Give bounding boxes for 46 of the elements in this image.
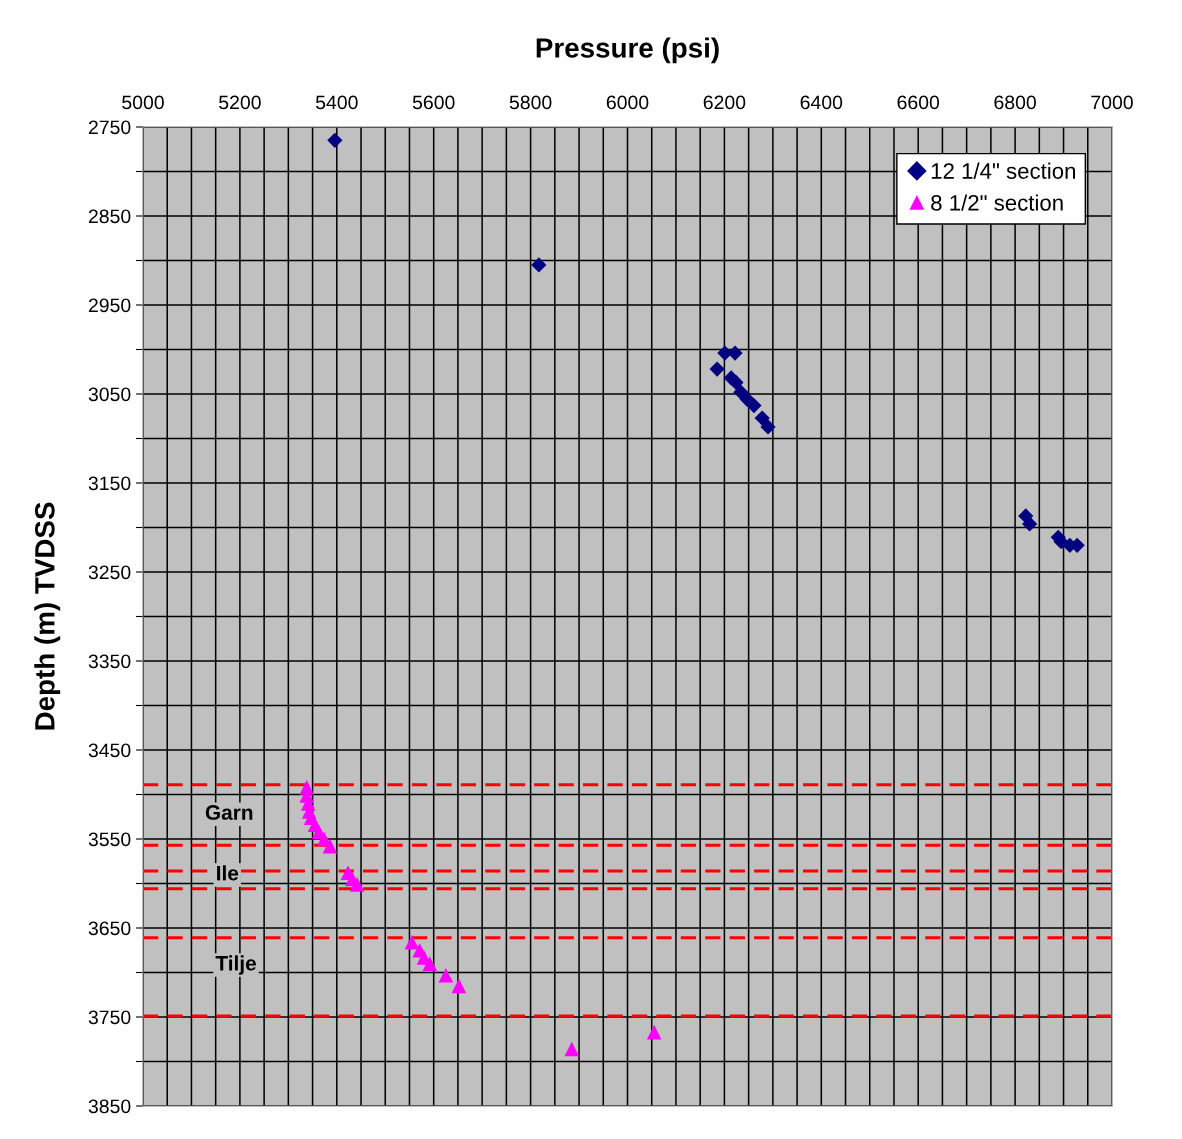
x-tick-label: 6800 [994,95,1036,110]
point [646,1024,662,1040]
y-tick-label: 3050 [88,387,131,402]
y-tick-label: 3650 [88,921,131,936]
x-tick-label: 6200 [703,95,746,110]
x-tick-label: 6600 [897,95,940,110]
y-tick-label: 3850 [88,1099,131,1114]
point [438,967,454,983]
y-tick-label: 3350 [88,654,131,669]
x-tick-label: 6000 [606,95,649,110]
point [531,257,547,273]
y-tick-label: 2750 [88,120,131,135]
legend-label: 12 1/4" section [931,162,1076,179]
point [404,934,420,950]
y-tick-label: 2850 [88,209,131,224]
x-tick-label: 5400 [315,95,358,110]
y-tick-label: 3150 [88,476,131,491]
point [1022,516,1038,532]
point [349,877,365,892]
point [746,397,762,414]
x-tick-label: 5200 [219,95,261,110]
annotation: Garn [205,805,253,820]
point [728,374,744,391]
point [422,956,438,971]
annotation: Ile [217,865,239,881]
chart-title: Pressure (psi) [536,37,719,64]
point [760,419,776,435]
x-tick-label: 7000 [1091,95,1133,110]
legend-label: 8 1/2" section [931,194,1063,211]
x-tick-label: 5800 [509,95,552,110]
x-tick-label: 6400 [800,95,843,110]
point [451,978,467,994]
point [327,132,343,148]
point [754,410,770,426]
x-tick-label: 5000 [122,95,164,110]
y-tick-label: 3550 [88,832,131,847]
y-tick-label: 3450 [88,743,131,758]
y-tick-label: 3750 [88,1010,131,1025]
point [322,838,338,854]
point [564,1041,580,1057]
y-axis-title: Depth (m) TVDSS [34,502,61,730]
y-tick-label: 2950 [88,298,131,313]
annotation: Tilje [215,955,256,975]
y-tick-label: 3250 [88,565,131,580]
x-tick-label: 5600 [412,95,455,110]
point [709,361,725,377]
